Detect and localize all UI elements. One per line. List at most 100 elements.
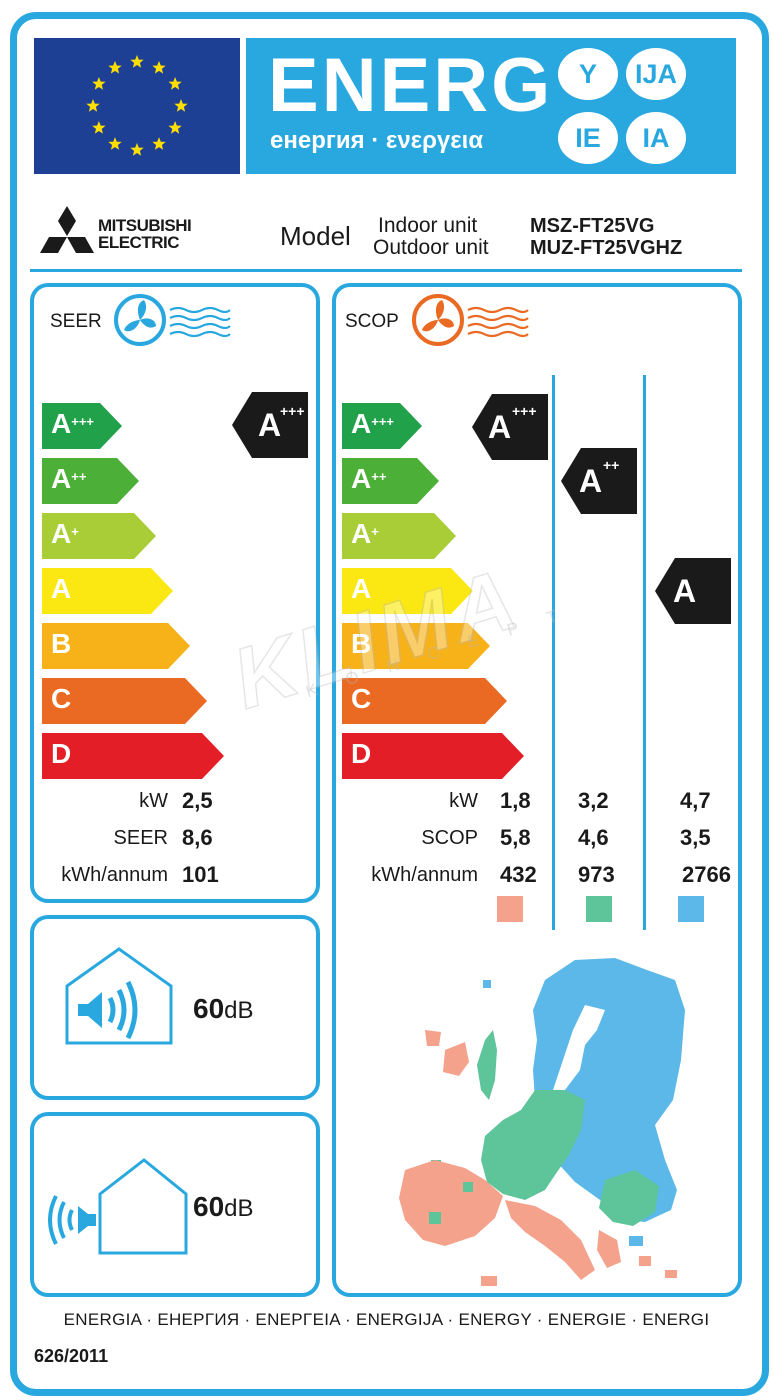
eu-star-icon (92, 121, 106, 134)
scop-class-bar: D (342, 733, 524, 779)
indoor-noise-panel (30, 915, 320, 1100)
eu-star-icon (130, 143, 144, 156)
scop-class-bar-label: B (351, 629, 371, 659)
zone-divider-1 (552, 375, 555, 930)
seer-class-arrow-icon (42, 403, 122, 449)
scop-class-bar: B (342, 623, 490, 669)
svg-text:++: ++ (603, 457, 619, 473)
indoor-noise-value: 60dB (193, 994, 254, 1026)
outdoor-db-number: 60 (193, 1191, 225, 1222)
seer-class-bar-label: B (51, 629, 71, 659)
scop-class-bar-label: A (351, 574, 371, 604)
seer-class-bar-label: A+ (51, 519, 79, 549)
seer-class-bar: A (42, 568, 173, 614)
scop-class-letter: A (351, 463, 372, 494)
scop-class-arrow-icon (342, 568, 473, 614)
scop-class-letter: A (351, 408, 372, 439)
suffix-ie: IE (558, 112, 618, 164)
scop-class-arrow-icon (342, 678, 507, 724)
seer-class-letter: A (51, 463, 72, 494)
eu-star-icon (108, 137, 122, 150)
seer-class-bar: A++ (42, 458, 139, 504)
cool-kw-value: 2,5 (182, 788, 213, 813)
indoor-unit-value: MSZ-FT25VG (530, 215, 655, 237)
brand-name: MITSUBISHI ELECTRIC (98, 216, 192, 252)
scop-class-bar-label: C (351, 684, 371, 714)
warm-zone-swatch (497, 896, 523, 922)
seer-class-plus: ++ (71, 469, 87, 484)
zone-divider-2 (643, 375, 646, 930)
scop-class-plus: ++ (371, 469, 387, 484)
seer-class-arrow-icon (42, 568, 173, 614)
europe-climate-map (399, 958, 685, 1286)
warm-kw-value: 1,8 (500, 788, 531, 813)
scop-average-indicator: A ++ (561, 448, 637, 514)
eu-star-icon (130, 55, 144, 68)
brand-line2: ELECTRIC (98, 233, 180, 252)
eu-star-icon (86, 99, 100, 112)
cold-kwh-value: 2766 (682, 862, 731, 887)
scop-class-arrow-icon (342, 513, 456, 559)
scop-class-letter: A (351, 518, 372, 549)
heat-kwh-label: kWh/annum (371, 864, 478, 886)
svg-text:A: A (673, 573, 696, 609)
scop-class-arrow-icon (342, 623, 490, 669)
scop-class-arrow-icon (342, 733, 524, 779)
warm-scop-value: 5,8 (500, 825, 531, 850)
average-zone-swatch (586, 896, 612, 922)
scop-class-letter: B (351, 628, 372, 659)
scop-label: SCOP (421, 827, 478, 849)
outdoor-unit-value: MUZ-FT25VGHZ (530, 237, 683, 259)
cool-kwh-value: 101 (182, 862, 219, 887)
indoor-sound-house-icon (65, 947, 173, 1045)
scop-class-bar: C (342, 678, 507, 724)
seer-class-bar-label: D (51, 739, 71, 769)
seer-class-arrow-icon (42, 458, 139, 504)
outdoor-noise-panel (30, 1112, 320, 1297)
scop-cold-indicator: A (655, 558, 731, 624)
energy-word: ENERG (268, 43, 554, 128)
average-scop-value: 4,6 (578, 825, 609, 850)
indoor-db-unit: dB (224, 997, 254, 1024)
model-label: Model (280, 221, 351, 251)
seer-class-bar-label: C (51, 684, 71, 714)
scop-class-plus: + (371, 524, 379, 539)
label-frame (10, 12, 769, 1396)
cold-zone-swatch (678, 896, 704, 922)
seer-class-bar: D (42, 733, 224, 779)
seer-class-letter: A (51, 573, 72, 604)
average-kw-value: 3,2 (578, 788, 609, 813)
seer-class-bar-label: A+++ (51, 409, 94, 439)
regulation-number: 626/2011 (34, 1346, 109, 1366)
indoor-unit-label: Indoor unit (378, 214, 478, 237)
seer-value: 8,6 (182, 825, 213, 850)
scop-class-letter: C (351, 683, 372, 714)
scop-warm-indicator: A +++ (472, 394, 548, 460)
svg-text:A: A (488, 409, 511, 445)
suffix-ia: IA (626, 112, 686, 164)
heating-fan-icon (412, 294, 529, 346)
eu-star-icon (174, 99, 188, 112)
eu-stars-icon (86, 55, 188, 156)
cooling-panel (30, 283, 320, 903)
seer-class-bar: A+++ (42, 403, 122, 449)
cooling-fan-icon (114, 294, 231, 346)
outdoor-db-unit: dB (224, 1195, 254, 1222)
seer-class-bar: A+ (42, 513, 156, 559)
cool-kwh-label: kWh/annum (61, 864, 168, 886)
warm-kwh-value: 432 (500, 862, 537, 887)
scop-class-arrow-icon (342, 403, 422, 449)
outdoor-sound-house-icon (48, 1158, 188, 1255)
brand-line1: MITSUBISHI (98, 216, 192, 235)
eu-star-icon (168, 77, 182, 90)
svg-text:A: A (258, 407, 281, 443)
scop-class-bar-label: A++ (351, 464, 386, 494)
seer-class-letter: D (51, 738, 72, 769)
seer-class-letter: A (51, 408, 72, 439)
cool-kw-label: kW (139, 790, 168, 812)
scop-class-bar: A+++ (342, 403, 422, 449)
seer-label: SEER (113, 827, 168, 849)
seer-class-indicator: A +++ (232, 392, 308, 458)
average-kwh-value: 973 (578, 862, 615, 887)
mitsubishi-logo-icon (40, 206, 94, 253)
